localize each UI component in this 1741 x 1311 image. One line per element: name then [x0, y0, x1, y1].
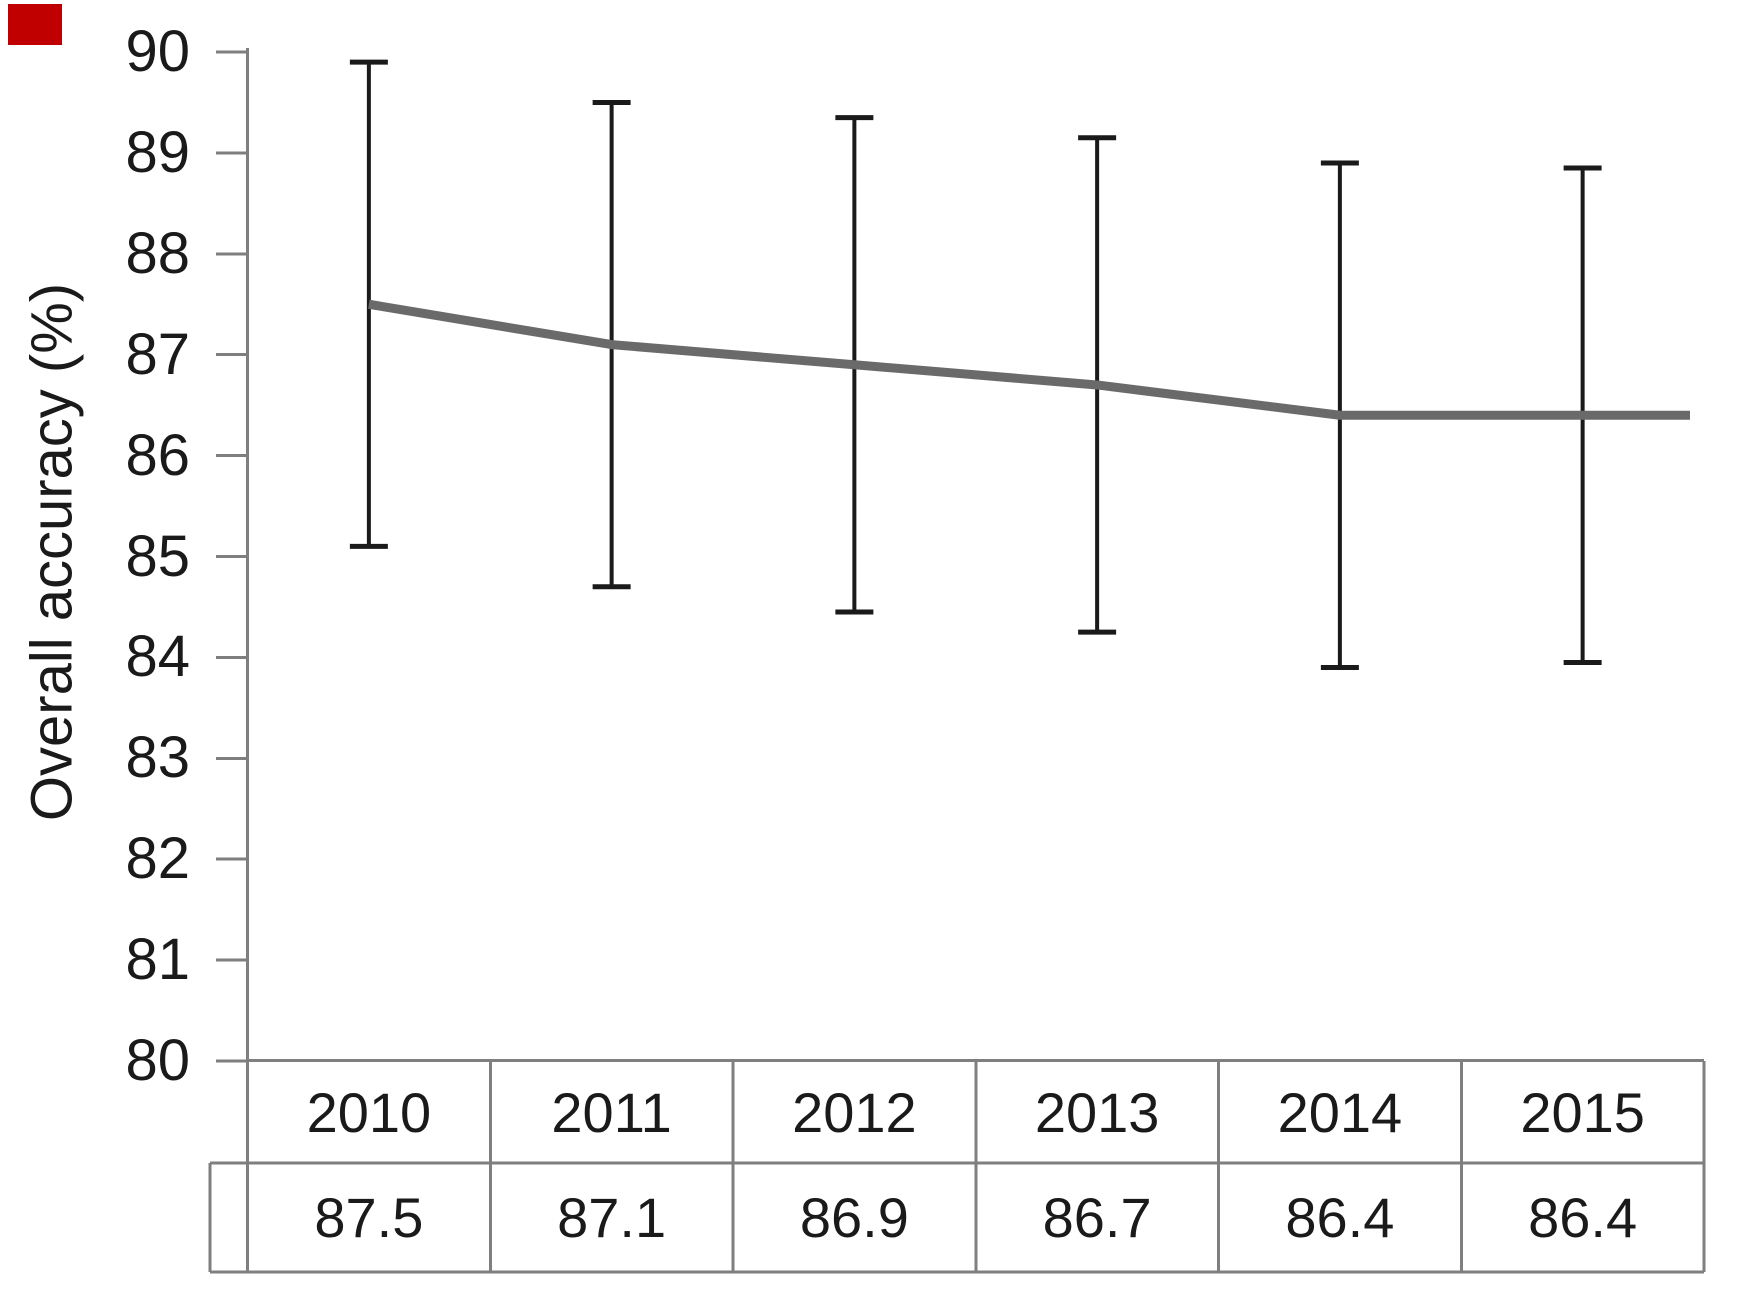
- table-cell-year: 2010: [306, 1080, 432, 1144]
- table-cell-value: 87.1: [557, 1186, 667, 1249]
- table-cell-value: 86.4: [1285, 1186, 1395, 1249]
- series-line: [368, 299, 1690, 420]
- table-cell-year: 2013: [1034, 1080, 1160, 1144]
- table-cell-value: 87.5: [314, 1186, 424, 1249]
- y-tick-label: 82: [125, 826, 190, 892]
- red-corner-marker: [8, 4, 62, 45]
- table-cell-year: 2012: [792, 1080, 917, 1144]
- y-tick-label: 83: [125, 725, 190, 791]
- y-tick-label: 80: [125, 1028, 190, 1093]
- table-cell-year: 2014: [1277, 1080, 1403, 1144]
- y-tick-label: 88: [125, 220, 190, 286]
- table-cell-value: 86.9: [799, 1186, 909, 1249]
- table-stub-cell: [210, 1163, 248, 1272]
- y-tick-label: 85: [125, 523, 190, 589]
- table-cell-year: 2011: [551, 1080, 672, 1144]
- table-cell-value: 86.4: [1528, 1186, 1638, 1249]
- table-cell-value: 86.7: [1042, 1186, 1152, 1249]
- y-tick-label: 86: [125, 422, 190, 488]
- y-tick-label: 84: [125, 624, 190, 690]
- y-tick-label: 81: [125, 927, 190, 993]
- table-cell-year: 2015: [1520, 1080, 1645, 1144]
- y-tick-label: 87: [125, 321, 190, 387]
- y-tick-label: 89: [125, 119, 190, 185]
- y-tick-label: 90: [125, 19, 190, 84]
